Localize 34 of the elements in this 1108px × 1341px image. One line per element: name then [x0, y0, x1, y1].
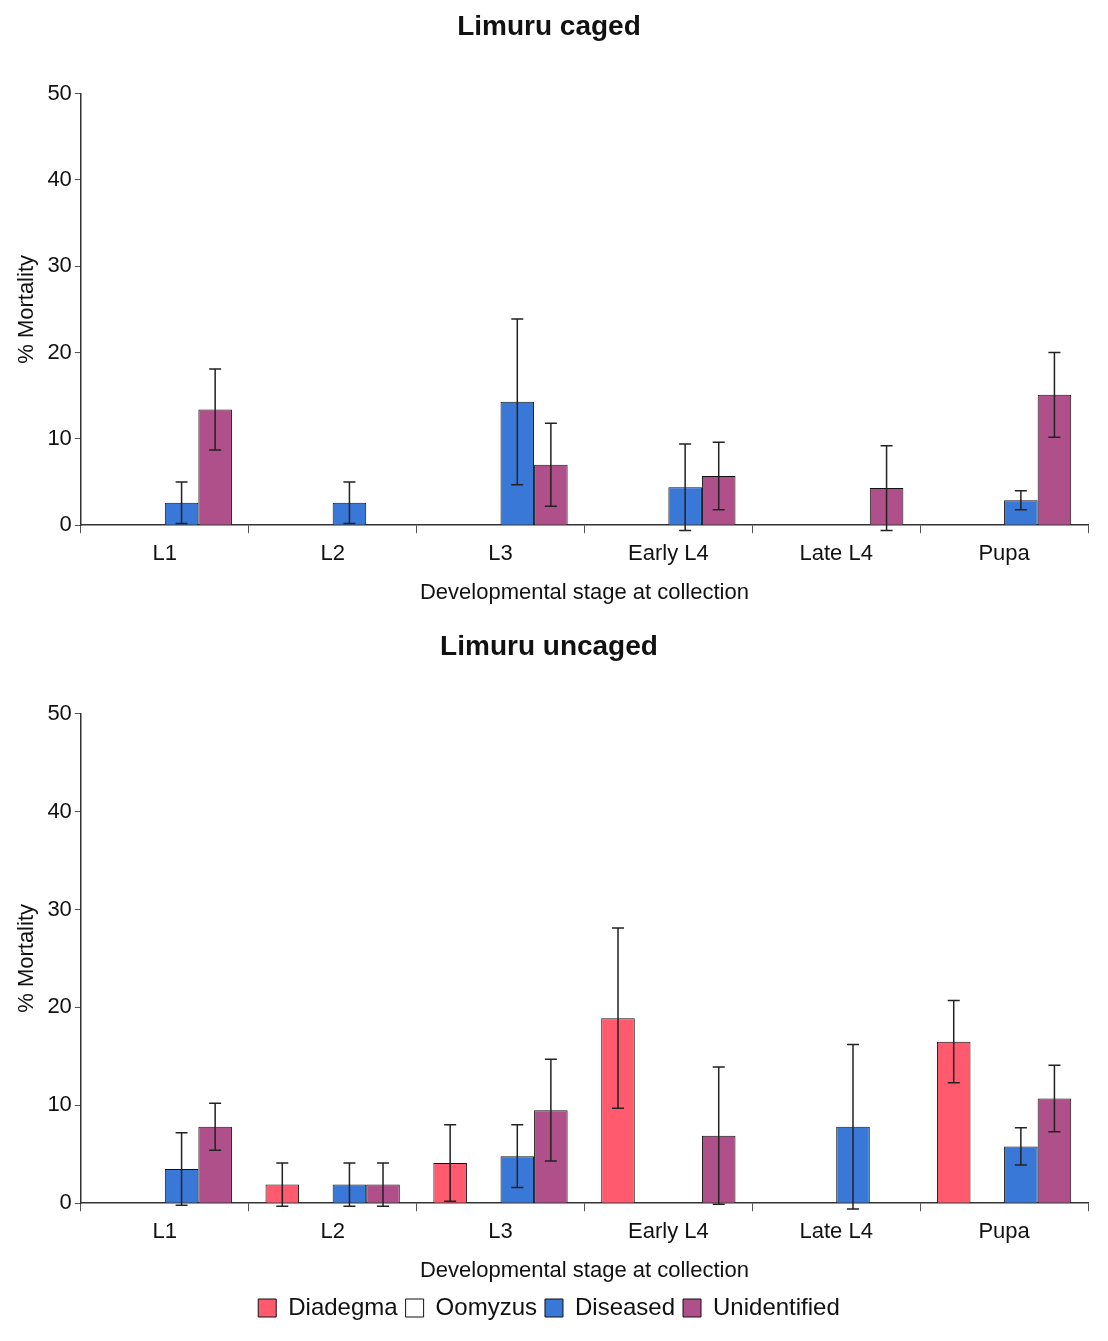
y-tick-label: 30	[47, 252, 72, 278]
y-tick-label: 0	[59, 1189, 72, 1215]
x-tick-label: Early L4	[628, 1218, 709, 1244]
x-tick-label: Late L4	[799, 540, 873, 566]
x-tick-label: L2	[320, 540, 345, 566]
y-axis-title: % Mortality	[13, 904, 39, 1013]
chart-title: Limuru uncaged	[440, 629, 658, 661]
x-tick-label: L1	[152, 1218, 178, 1244]
x-tick-label: Early L4	[628, 540, 709, 566]
x-tick-label: L2	[320, 1218, 345, 1244]
x-tick-label: L3	[488, 1218, 513, 1244]
legend-label: Diadegma	[288, 1292, 399, 1320]
x-axis-title: Developmental stage at collection	[419, 1256, 749, 1282]
legend-label: Oomyzus	[435, 1292, 537, 1320]
legend-label: Diseased	[574, 1292, 676, 1320]
y-tick-label: 40	[47, 797, 72, 823]
x-tick-label: L1	[152, 540, 178, 566]
y-tick-label: 10	[47, 424, 72, 450]
y-tick-label: 50	[47, 699, 72, 725]
y-axis-title: % Mortality	[13, 255, 39, 364]
y-tick-label: 20	[47, 993, 72, 1019]
y-tick-label: 20	[47, 338, 72, 364]
legend-label: Unidentified	[713, 1292, 840, 1320]
y-tick-label: 30	[47, 895, 72, 921]
x-tick-label: L3	[488, 540, 513, 566]
x-axis-title: Developmental stage at collection	[419, 578, 749, 604]
y-tick-label: 0	[59, 511, 72, 537]
x-tick-label: Pupa	[978, 1218, 1031, 1244]
y-tick-label: 10	[47, 1091, 72, 1117]
y-tick-label: 40	[47, 165, 72, 191]
chart-title: Limuru caged	[457, 9, 641, 41]
x-tick-label: Pupa	[978, 540, 1031, 566]
y-tick-label: 50	[47, 79, 72, 105]
x-tick-label: Late L4	[799, 1218, 873, 1244]
